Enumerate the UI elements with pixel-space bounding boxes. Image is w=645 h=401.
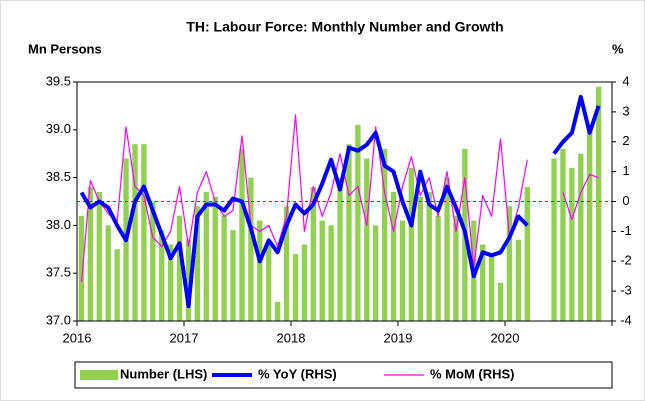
x-tick-label: 2019 — [384, 330, 413, 345]
bar — [373, 225, 379, 321]
y2-tick-label: 2 — [622, 133, 629, 148]
bar — [78, 215, 85, 321]
y-tick-label: 38.0 — [46, 217, 71, 232]
y2-tick-label: 4 — [622, 73, 629, 88]
y-tick-label: 39.0 — [46, 121, 71, 136]
bar — [239, 148, 245, 321]
bar — [185, 239, 192, 321]
bar — [319, 220, 325, 321]
bar — [444, 177, 450, 321]
bar — [524, 187, 530, 321]
bar — [105, 225, 111, 321]
bar — [551, 158, 557, 321]
bar — [159, 230, 165, 321]
x-tick-label: 2016 — [63, 330, 92, 345]
x-tick-label: 2018 — [277, 330, 306, 345]
y-axis-label: Mn Persons — [28, 41, 102, 56]
legend-frame — [74, 361, 613, 389]
chart-title: TH: Labour Force: Monthly Number and Gro… — [186, 19, 503, 35]
bar — [266, 244, 272, 321]
bar — [417, 196, 423, 321]
legend-label: % MoM (RHS) — [430, 366, 515, 381]
bar — [435, 215, 441, 321]
bar — [141, 144, 147, 321]
y-tick-label: 37.0 — [46, 312, 71, 327]
bar — [390, 191, 397, 321]
bar — [194, 206, 201, 321]
line — [80, 114, 599, 283]
bar — [274, 301, 281, 321]
y2-tick-label: -2 — [620, 253, 632, 268]
legend-swatch — [80, 370, 118, 380]
y2-tick-label: -1 — [620, 223, 632, 238]
bar — [426, 191, 432, 321]
y-tick-label: 38.5 — [46, 169, 71, 184]
bar — [292, 254, 299, 321]
bar — [497, 282, 504, 321]
bar — [453, 215, 459, 321]
legend-label: % YoY (RHS) — [258, 366, 337, 381]
bar — [587, 129, 593, 321]
bar — [221, 215, 227, 321]
x-tick-label: 2017 — [170, 330, 199, 345]
bar — [488, 254, 495, 321]
bar — [578, 153, 584, 321]
bar — [203, 191, 209, 321]
bar — [114, 249, 120, 321]
bar — [150, 201, 156, 321]
line — [79, 94, 601, 309]
bar — [506, 206, 513, 321]
bar — [346, 144, 352, 321]
y-tick-label: 37.5 — [46, 265, 71, 280]
bar — [560, 148, 566, 321]
bar — [96, 191, 102, 321]
bar — [230, 230, 236, 321]
legend-label: Number (LHS) — [120, 366, 207, 381]
y2-tick-label: 0 — [622, 193, 629, 208]
bar — [212, 196, 218, 321]
bar — [176, 215, 183, 321]
bar — [569, 168, 575, 321]
bar — [408, 168, 415, 321]
bar — [167, 244, 174, 321]
y2-axis-label: % — [612, 41, 624, 56]
bar — [364, 158, 370, 321]
y2-tick-label: 3 — [622, 103, 629, 118]
bar — [301, 244, 308, 321]
bar — [310, 187, 316, 321]
y2-tick-label: -4 — [620, 312, 632, 327]
bar — [480, 244, 486, 321]
bar — [257, 220, 263, 321]
bar — [355, 125, 361, 322]
bar — [381, 148, 388, 321]
x-tick-label: 2020 — [491, 330, 520, 345]
y2-tick-label: 1 — [622, 163, 629, 178]
bar — [337, 177, 343, 321]
bar — [132, 144, 138, 321]
y2-tick-label: -3 — [620, 283, 632, 298]
y-tick-label: 39.5 — [46, 73, 71, 88]
bar — [248, 177, 254, 321]
bar — [595, 86, 602, 321]
bar — [283, 206, 290, 321]
bar — [399, 220, 406, 321]
bar — [515, 239, 522, 321]
plot-frame — [76, 81, 613, 322]
bar — [87, 187, 94, 321]
bar — [328, 225, 334, 321]
